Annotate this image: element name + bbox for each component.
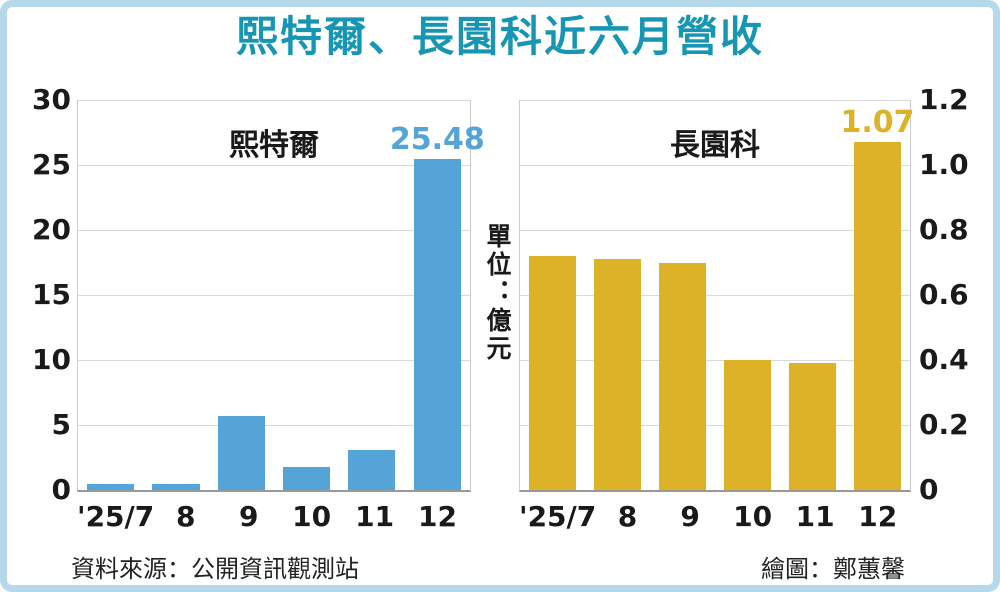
bar-slot (405, 100, 470, 490)
y-tick-label: 1.0 (919, 148, 969, 181)
y-tick-label: 25 (32, 148, 71, 181)
series-label-right: 長園科 (670, 128, 760, 163)
bar-slot (585, 100, 650, 490)
y-tick-label: 0.2 (919, 408, 969, 441)
bar-slot (715, 100, 780, 490)
bar (594, 259, 641, 490)
y-tick-label: 30 (32, 83, 71, 116)
bar (217, 415, 265, 490)
y-tick-label: 5 (51, 408, 71, 441)
source-note: 資料來源：公開資訊觀測站 (71, 555, 359, 583)
bar (152, 483, 200, 490)
y-tick-label: 20 (32, 213, 71, 246)
bar (854, 142, 901, 490)
bar (659, 262, 706, 490)
y-tick-label: 0.4 (919, 343, 969, 376)
x-tick-label: 8 (175, 500, 196, 533)
bar-slot (520, 100, 585, 490)
bar (724, 360, 771, 490)
gridline (520, 100, 910, 101)
gridline (78, 425, 470, 426)
x-tick-label: '25/7 (77, 500, 155, 533)
chart-xiter: 0 5 10 15 20 25 30 熙特爾 25.48 '25/7 8 9 10 11 12 (7, 86, 485, 540)
x-tick-label: 10 (292, 500, 332, 533)
gridline (78, 100, 470, 101)
gridline (78, 230, 470, 231)
bar (529, 256, 576, 490)
page-title: 熙特爾、長園科近六月營收 (235, 12, 764, 61)
bar-slot (78, 100, 143, 490)
y-tick-label: 0 (51, 473, 71, 506)
bars-group (78, 100, 470, 490)
x-tick-label: 9 (680, 500, 700, 533)
y-tick-label: 15 (32, 278, 71, 311)
gridline (520, 295, 910, 296)
bar-slot (339, 100, 404, 490)
bar (413, 158, 461, 490)
bar-slot (209, 100, 274, 490)
x-axis-left: '25/7 8 9 10 11 12 (77, 490, 469, 538)
y-tick-label: 1.2 (919, 83, 969, 116)
bar (283, 466, 331, 490)
value-annotation: 25.48 (389, 121, 485, 157)
plot-area-right: 長園科 1.07 (519, 100, 915, 492)
y-tick-label: 0 (919, 473, 939, 506)
gridline (520, 425, 910, 426)
credit-note: 繪圖：鄭蕙馨 (761, 555, 905, 583)
gridline (520, 230, 910, 231)
y-tick-label: 0.8 (919, 213, 969, 246)
x-tick-label: 11 (355, 500, 395, 533)
bars-group (520, 100, 910, 490)
gridline (78, 360, 470, 361)
bar (789, 363, 836, 490)
y-tick-label: 10 (32, 343, 71, 376)
x-axis-right: '25/7 8 9 10 11 12 (519, 490, 909, 538)
bar (348, 449, 396, 490)
bar-slot (650, 100, 715, 490)
x-tick-label: 10 (733, 500, 773, 533)
y-axis-right: 0 0.2 0.4 0.6 0.8 1.0 1.2 (919, 86, 993, 504)
y-tick-label: 0.6 (919, 278, 969, 311)
x-tick-label: 11 (795, 500, 835, 533)
plot-area-left: 熙特爾 25.48 (77, 100, 485, 492)
chart-changyuan: 長園科 1.07 0 0.2 0.4 0.6 0.8 1.0 1.2 '25/7 8 9 10 11… (519, 86, 993, 540)
gridline (520, 360, 910, 361)
bar-slot (143, 100, 208, 490)
x-tick-label: 8 (617, 500, 638, 533)
bar-slot (780, 100, 845, 490)
y-axis-left: 0 5 10 15 20 25 30 (7, 86, 71, 504)
gridline (520, 165, 910, 166)
bar-slot (274, 100, 339, 490)
gridline (78, 295, 470, 296)
x-tick-label: 12 (418, 500, 458, 533)
series-label-left: 熙特爾 (229, 128, 319, 163)
unit-label: 單位：億元 (483, 223, 512, 363)
value-annotation: 1.07 (840, 105, 915, 141)
x-tick-label: 12 (858, 500, 898, 533)
gridline (78, 165, 470, 166)
x-tick-label: 9 (238, 500, 259, 533)
x-tick-label: '25/7 (519, 500, 597, 533)
bar (87, 483, 135, 490)
bar-slot (845, 100, 910, 490)
